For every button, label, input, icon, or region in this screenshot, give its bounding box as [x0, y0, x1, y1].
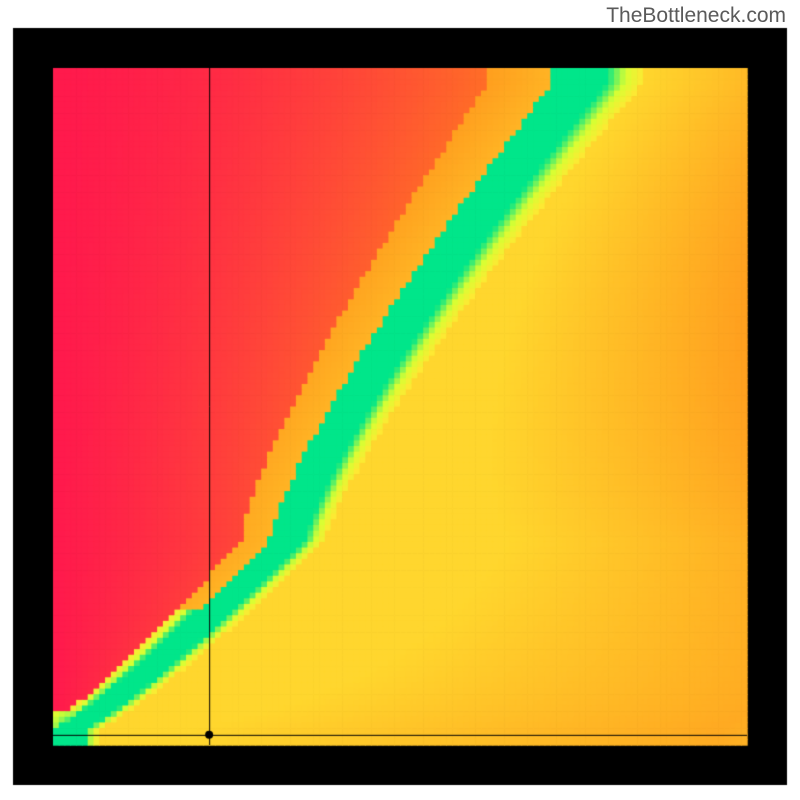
chart-container: TheBottleneck.com: [0, 0, 800, 800]
watermark-text: TheBottleneck.com: [606, 4, 786, 28]
heatmap-canvas: [0, 0, 800, 800]
